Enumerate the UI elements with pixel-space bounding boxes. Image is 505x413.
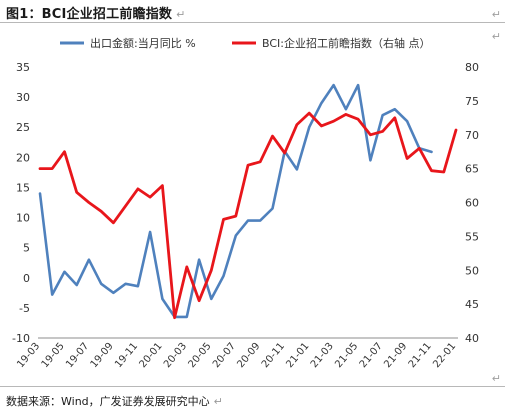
x-tick-label: 19-11 (113, 341, 140, 370)
footer: 数据来源：Wind，广发证券发展研究中心 ↵ (0, 386, 505, 413)
y-left-tick-label: 25 (16, 121, 30, 134)
y-right-tick-label: 65 (465, 163, 479, 176)
x-tick-label: 20-07 (211, 341, 238, 370)
x-tick-label: 20-05 (186, 341, 213, 370)
y-left-tick-label: 0 (23, 272, 30, 285)
edge-paragraph-mark-icon: ↵ (491, 372, 501, 385)
x-tick-label: 20-09 (235, 341, 262, 370)
x-tick-label: 19-05 (40, 341, 67, 370)
figure-title-text: 图1：BCI企业招工前瞻指数 (6, 7, 173, 22)
y-left-tick-label: 5 (23, 242, 30, 255)
y-right-tick-label: 50 (465, 264, 479, 277)
x-tick-label: 21-01 (284, 341, 311, 370)
y-right-tick-label: 80 (465, 61, 479, 74)
y-right-tick-label: 75 (465, 95, 479, 108)
x-tick-label: 20-03 (162, 341, 189, 370)
y-left-tick-label: 20 (16, 151, 30, 164)
legend-entry-bci-hiring-index-label: BCI:企业招工前瞻指数（右轴 点） (262, 36, 430, 50)
y-right-tick-label: 70 (465, 129, 479, 142)
y-left-tick-label: 15 (16, 181, 30, 194)
x-tick-label: 21-09 (382, 341, 409, 370)
y-right-tick-label: 55 (465, 230, 479, 243)
y-right-tick-label: 40 (465, 332, 479, 345)
x-tick-label: 21-07 (358, 341, 385, 370)
x-tick-label: 22-01 (431, 341, 458, 370)
x-tick-label: 20-01 (138, 341, 165, 370)
edge-paragraph-mark-icon: ↵ (491, 8, 501, 21)
edge-paragraph-mark-icon: ↵ (491, 30, 501, 43)
x-axis: 19-0319-0519-0719-0919-1120-0120-0320-05… (15, 337, 458, 370)
y-axis-right: 40 45 50 55 60 65 70 75 80 (465, 61, 479, 345)
paragraph-mark-icon: ↵ (176, 8, 186, 21)
series-layer (38, 83, 458, 320)
x-tick-label: 21-05 (333, 341, 360, 370)
chart-legend: 出口金额:当月同比 % BCI:企业招工前瞻指数（右轴 点） (60, 36, 430, 50)
figure-title: 图1：BCI企业招工前瞻指数 ↵ (6, 3, 186, 22)
x-tick-label: 19-09 (89, 341, 116, 370)
x-tick-label: 19-07 (64, 341, 91, 370)
y-left-tick-label: 30 (16, 91, 30, 104)
y-right-tick-label: 60 (465, 197, 479, 210)
bci-hiring-index-series-line (38, 111, 458, 320)
y-left-tick-label: 35 (16, 61, 30, 74)
legend-entry-export-yoy-label: 出口金额:当月同比 % (90, 36, 196, 50)
source-note: 数据来源：Wind，广发证券发展研究中心 ↵ (6, 393, 223, 409)
bci-export-line-chart: 出口金额:当月同比 % BCI:企业招工前瞻指数（右轴 点） -10 -5 0 5 10 1… (12, 36, 479, 370)
x-tick-label: 20-11 (260, 341, 287, 370)
x-tick-label: 21-03 (309, 341, 336, 370)
y-left-tick-label: -5 (19, 302, 30, 315)
export-yoy-series-line (38, 83, 433, 319)
y-axis-left: -10 -5 0 5 10 15 20 25 30 35 (12, 61, 30, 345)
source-text: 数据来源：Wind，广发证券发展研究中心 (6, 395, 210, 408)
y-left-tick-label: 10 (16, 212, 30, 225)
y-right-tick-label: 45 (465, 298, 479, 311)
title-bar: 图1：BCI企业招工前瞻指数 ↵ (0, 0, 505, 23)
x-tick-label: 21-11 (407, 341, 434, 370)
x-tick-label: 19-03 (15, 341, 42, 370)
y-left-tick-label: -10 (12, 332, 30, 345)
paragraph-mark-icon: ↵ (213, 395, 223, 408)
